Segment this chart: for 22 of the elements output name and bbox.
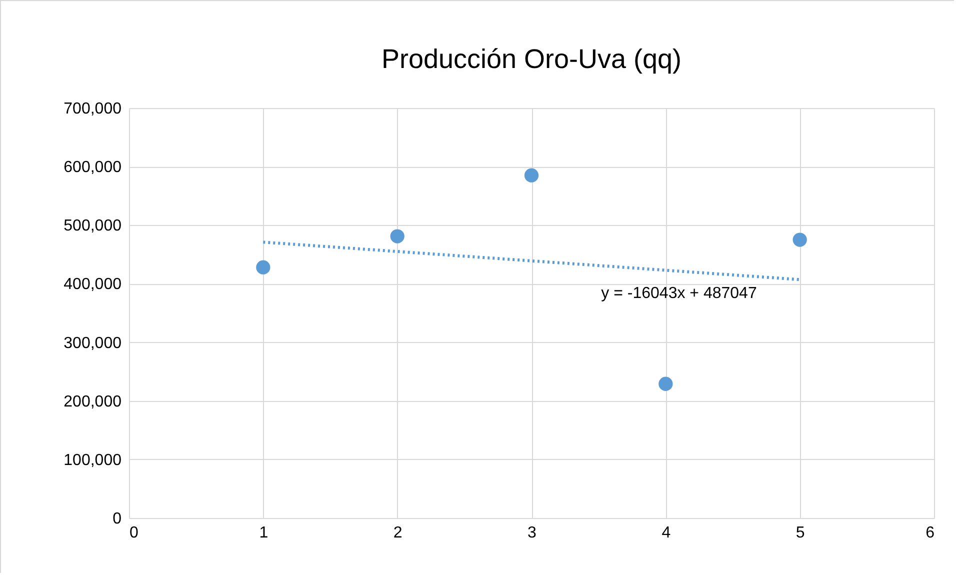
y-tick-label: 700,000 bbox=[64, 100, 122, 118]
y-tick-label: 400,000 bbox=[64, 276, 122, 294]
y-tick-label: 0 bbox=[112, 510, 122, 528]
point bbox=[256, 260, 270, 274]
chart-title: Producción Oro-Uva (qq) bbox=[381, 44, 682, 74]
x-tick-label: 4 bbox=[662, 524, 671, 542]
y-tick-label: 500,000 bbox=[64, 218, 122, 235]
annotation: y = -16043x + 487047 bbox=[601, 285, 757, 302]
point bbox=[390, 229, 404, 244]
y-tick-label: 300,000 bbox=[64, 334, 122, 352]
y-tick-label: 100,000 bbox=[64, 452, 122, 469]
point bbox=[792, 232, 807, 247]
x-tick-label: 5 bbox=[796, 524, 805, 542]
x-tick-label: 1 bbox=[259, 524, 268, 542]
x-tick-label: 2 bbox=[393, 524, 402, 542]
x-tick-label: 0 bbox=[130, 524, 138, 542]
y-tick-label: 600,000 bbox=[64, 159, 122, 176]
x-tick-label: 3 bbox=[528, 524, 537, 542]
y-tick-label: 200,000 bbox=[64, 393, 122, 410]
x-tick-label: 6 bbox=[926, 524, 935, 542]
point bbox=[524, 168, 539, 182]
point bbox=[658, 376, 673, 391]
